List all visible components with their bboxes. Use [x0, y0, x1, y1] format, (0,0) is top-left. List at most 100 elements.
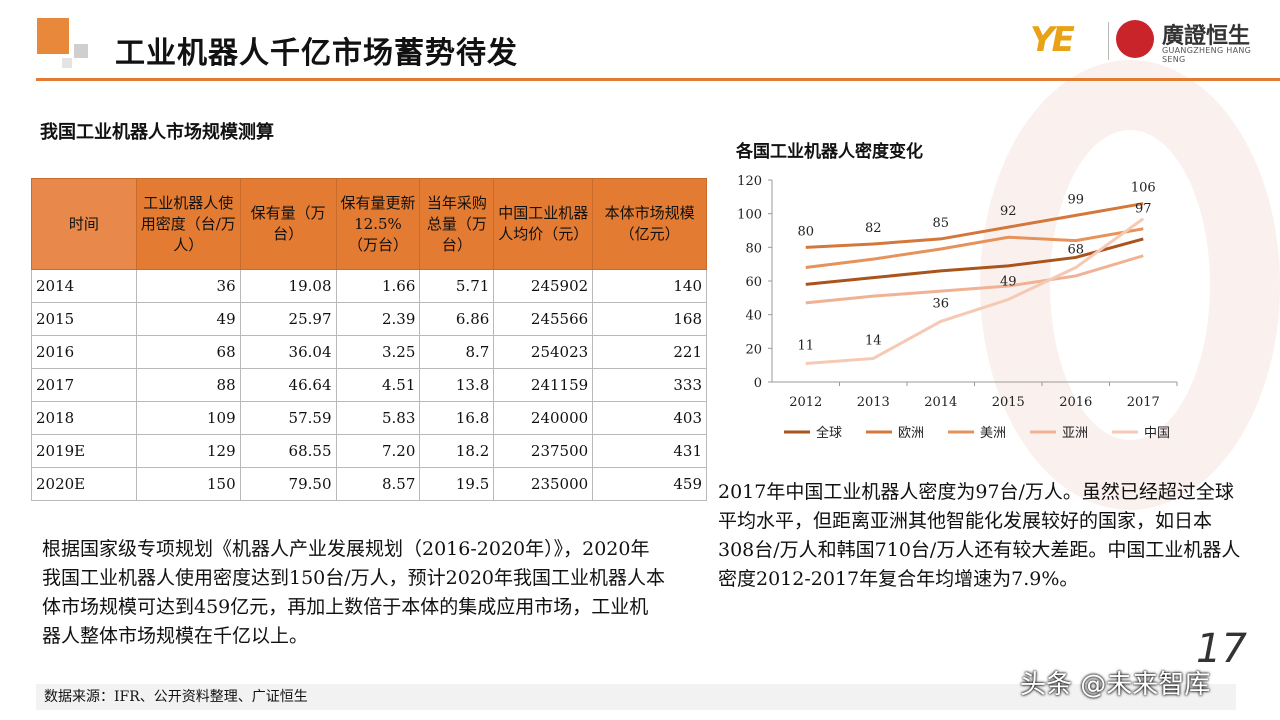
table-cell: 19.08: [239, 269, 337, 303]
table-cell: 68.55: [239, 434, 337, 468]
logo-chinese-name: 廣證恒生: [1162, 24, 1251, 49]
page-title: 工业机器人千亿市场蓄势待发: [115, 36, 518, 71]
table-cell: 221: [592, 335, 707, 369]
table-cell: 431: [592, 434, 707, 468]
data-label: 14: [865, 333, 882, 348]
data-label: 106: [1131, 181, 1156, 196]
title-underline: [36, 78, 1280, 81]
table-row: 2014 36 19.08 1.66 5.71 245902 140: [31, 269, 707, 303]
table-cell: 245566: [493, 302, 594, 336]
data-label: 80: [797, 224, 814, 239]
page-number: 17: [1196, 626, 1247, 672]
table-cell: 49: [135, 302, 241, 336]
legend-entry: 全球: [816, 425, 842, 441]
table-cell: 19.5: [419, 467, 495, 501]
column-header: 本体市场规模（亿元）: [592, 178, 707, 270]
table-row: 2018 109 57.59 5.83 16.8 240000 403: [31, 401, 707, 435]
table-cell: 88: [135, 368, 241, 402]
series-line-中国: [805, 217, 1145, 365]
table-cell: 57.59: [239, 401, 337, 435]
table-cell: 2015: [31, 302, 137, 336]
table-cell: 237500: [493, 434, 594, 468]
table-cell: 2014: [31, 269, 137, 303]
series-line-亚洲: [805, 254, 1144, 305]
column-header: 保有量更新12.5%（万台）: [335, 178, 421, 270]
y-tick-label: 20: [745, 342, 762, 357]
data-label: 97: [1135, 202, 1152, 217]
table-cell: 16.8: [419, 401, 495, 435]
table-cell: 333: [592, 368, 707, 402]
table-cell: 13.8: [419, 368, 495, 402]
table-cell: 2017: [31, 368, 137, 402]
y-tick-label: 40: [745, 309, 762, 324]
logo-english-name: GUANGZHENG HANG SENG: [1162, 46, 1252, 64]
table-cell: 240000: [493, 401, 594, 435]
table-cell: 150: [135, 467, 241, 501]
x-tick-label: 2017: [1127, 395, 1160, 410]
data-label: 11: [797, 338, 814, 353]
table-cell: 36.04: [239, 335, 337, 369]
series-line-全球: [805, 237, 1144, 286]
data-label: 82: [865, 221, 882, 236]
table-cell: 36: [135, 269, 241, 303]
data-label: 36: [932, 296, 949, 311]
column-header: 中国工业机器人均价（元）: [493, 178, 594, 270]
company-logo: YE 廣證恒生 GUANGZHENG HANG SENG: [1030, 14, 1270, 64]
series-line-欧洲: [805, 202, 1144, 249]
table-cell: 1.66: [335, 269, 421, 303]
y-tick-label: 0: [754, 376, 762, 391]
header-square-orange: [37, 18, 69, 54]
table-cell: 5.71: [419, 269, 495, 303]
table-cell: 5.83: [335, 401, 421, 435]
table-row: 2017 88 46.64 4.51 13.8 241159 333: [31, 368, 707, 402]
data-label: 49: [1000, 275, 1017, 290]
table-cell: 2018: [31, 401, 137, 435]
column-header: 保有量（万台）: [239, 178, 337, 270]
data-source-note: 数据来源：IFR、公开资料整理、广证恒生: [36, 684, 1236, 710]
y-tick-label: 80: [745, 241, 762, 256]
table-cell: 79.50: [239, 467, 337, 501]
y-tick-label: 60: [745, 275, 762, 290]
table-cell: 18.2: [419, 434, 495, 468]
logo-mark: YE: [1030, 20, 1075, 60]
table-cell: 8.57: [335, 467, 421, 501]
table-cell: 3.25: [335, 335, 421, 369]
table-commentary: 根据国家级专项规划《机器人产业发展规划（2016-2020年）》，2020年我国…: [42, 538, 666, 647]
table-cell: 46.64: [239, 368, 337, 402]
data-label: 99: [1067, 192, 1084, 207]
x-tick-label: 2014: [924, 395, 957, 410]
table-cell: 235000: [493, 467, 594, 501]
table-row: 2015 49 25.97 2.39 6.86 245566 168: [31, 302, 707, 336]
table-cell: 459: [592, 467, 707, 501]
column-header: 当年采购总量（万台）: [419, 178, 495, 270]
table-row: 2020E 150 79.50 8.57 19.5 235000 459: [31, 467, 707, 501]
table-cell: 245902: [493, 269, 594, 303]
data-label: 68: [1067, 243, 1084, 258]
legend-entry: 中国: [1144, 426, 1170, 441]
column-header: 工业机器人使用密度（台/万人）: [135, 178, 241, 270]
table-cell: 403: [592, 401, 707, 435]
header-square-grey: [74, 44, 88, 58]
column-header: 时间: [31, 178, 137, 270]
legend-entry: 美洲: [980, 426, 1006, 441]
chart-commentary: 2017年中国工业机器人密度为97台/万人。虽然已经超过全球平均水平，但距离亚洲…: [718, 481, 1241, 590]
table-title: 我国工业机器人市场规模测算: [40, 122, 274, 143]
data-label: 92: [1000, 204, 1017, 219]
table-header-row: 时间 工业机器人使用密度（台/万人） 保有量（万台） 保有量更新12.5%（万台…: [31, 178, 707, 270]
table-cell: 2.39: [335, 302, 421, 336]
table-cell: 8.7: [419, 335, 495, 369]
table-cell: 129: [135, 434, 241, 468]
table-row: 2016 68 36.04 3.25 8.7 254023 221: [31, 335, 707, 369]
header-square-grey-small: [62, 58, 72, 68]
table-cell: 6.86: [419, 302, 495, 336]
x-tick-label: 2016: [1059, 395, 1092, 410]
x-tick-label: 2012: [789, 395, 822, 410]
brand-watermark: 头条 @未来智库: [1020, 670, 1211, 700]
table-row: 2019E 129 68.55 7.20 18.2 237500 431: [31, 434, 707, 468]
data-label: 85: [932, 216, 949, 231]
table-cell: 241159: [493, 368, 594, 402]
table-cell: 4.51: [335, 368, 421, 402]
table-cell: 2019E: [31, 434, 137, 468]
table-cell: 25.97: [239, 302, 337, 336]
table-cell: 109: [135, 401, 241, 435]
